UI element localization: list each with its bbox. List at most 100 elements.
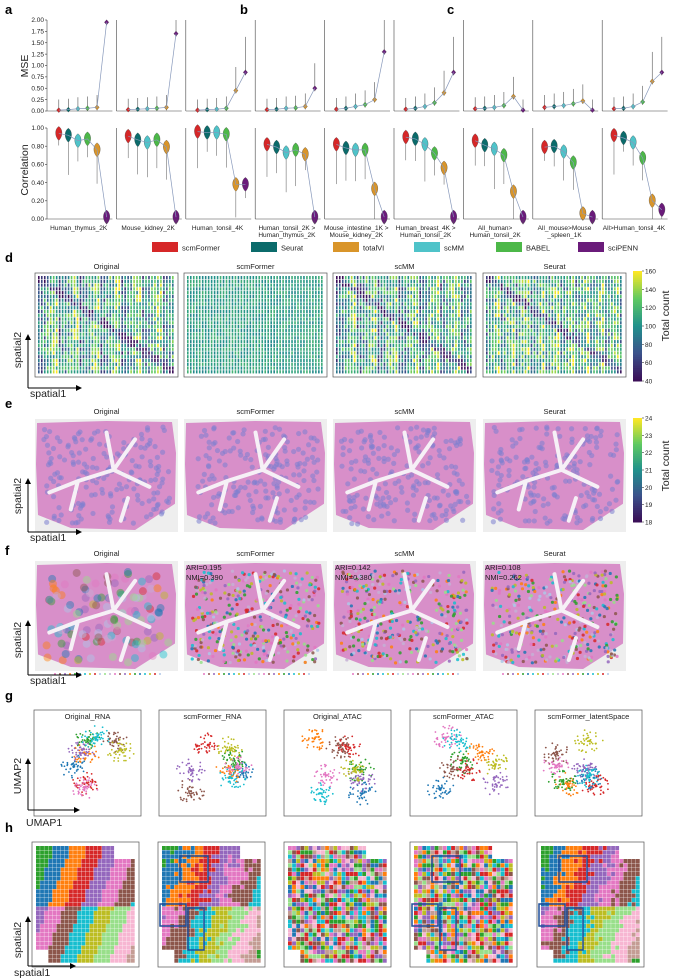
d-spot (64, 355, 67, 359)
d-spot (470, 321, 472, 325)
d-spot (458, 287, 460, 291)
d-spot (527, 309, 530, 314)
d-spot (599, 279, 601, 283)
d-spot (587, 347, 589, 351)
d-spot (503, 317, 506, 321)
d-spot (118, 362, 121, 366)
d-spot (252, 336, 255, 340)
d-spot (40, 328, 43, 332)
d-spot (46, 294, 49, 299)
d-spot (315, 279, 317, 283)
d-spot (252, 355, 255, 359)
d-spot (255, 283, 258, 287)
d-spot (587, 283, 589, 287)
d-spot (124, 362, 126, 366)
d-spot (267, 321, 270, 325)
d-spot (246, 302, 249, 306)
d-spot (509, 328, 512, 332)
d-spot (581, 283, 583, 287)
d-spot (350, 294, 353, 299)
d-spot (142, 370, 144, 374)
d-spot (264, 343, 267, 348)
d-spot (575, 317, 577, 321)
d-spot (294, 294, 296, 299)
d-spot (395, 343, 398, 348)
d-spot (404, 325, 407, 329)
d-spot (560, 306, 563, 310)
d-spot (458, 317, 460, 321)
d-spot (503, 321, 506, 325)
d-spot (486, 279, 488, 283)
d-spot (590, 306, 592, 310)
d-spot (563, 306, 566, 310)
d-spot (166, 276, 168, 280)
d-spot (273, 291, 275, 295)
d-spot (189, 336, 192, 340)
d-spot (216, 336, 219, 340)
d-spot (249, 370, 252, 374)
d-spot (64, 291, 67, 295)
d-spot (201, 302, 204, 306)
d-spot (440, 276, 442, 280)
d-spot (82, 279, 85, 283)
d-spot (590, 291, 592, 295)
d-spot (121, 362, 123, 366)
d-spot (219, 347, 222, 351)
d-spot (207, 358, 210, 363)
d-spot (70, 287, 73, 291)
d-spot (422, 306, 424, 310)
d-spot (306, 294, 308, 299)
d-spot (434, 332, 436, 336)
d-spot (49, 332, 52, 336)
d-spot (297, 325, 299, 329)
d-spot (371, 362, 374, 366)
d-spot (353, 291, 356, 295)
d-spot (315, 343, 317, 348)
d-spot (201, 298, 204, 302)
d-spot (470, 347, 472, 351)
d-spot (240, 355, 243, 359)
d-spot (276, 291, 278, 295)
d-spot (46, 336, 49, 340)
d-spot (273, 309, 275, 314)
d-spot (231, 276, 234, 280)
d-spot (437, 287, 439, 291)
d-spot (404, 321, 407, 325)
d-spot (461, 358, 463, 363)
d-spot (297, 370, 299, 374)
d-spot (172, 362, 174, 366)
d-spot (353, 351, 356, 355)
d-spot (288, 306, 290, 310)
d-spot (43, 347, 46, 351)
d-spot (124, 302, 126, 306)
d-spot (115, 317, 118, 321)
d-spot (52, 276, 55, 280)
d-spot (255, 332, 258, 336)
d-spot (587, 325, 589, 329)
d-spot (470, 325, 472, 329)
d-spot (419, 325, 421, 329)
d-spot (88, 351, 91, 355)
d-spot (222, 294, 225, 299)
d-spot (572, 347, 574, 351)
d-spot (228, 336, 231, 340)
d-spot (55, 332, 58, 336)
d-spot (509, 287, 512, 291)
d-spot (61, 332, 64, 336)
d-spot (602, 332, 604, 336)
d-spot (115, 343, 118, 348)
d-spot (142, 347, 144, 351)
d-spot (593, 355, 595, 359)
d-spot (425, 283, 427, 287)
d-spot (494, 362, 497, 366)
d-spot (124, 294, 126, 299)
d-spot (533, 340, 536, 344)
d-spot (267, 328, 270, 332)
d-spot (130, 355, 132, 359)
d-spot (142, 298, 144, 302)
dataset-label: Mouse_kidney_2K (121, 225, 175, 232)
d-spot (407, 321, 410, 325)
d-spot (341, 351, 344, 355)
d-spot (416, 340, 419, 344)
d-spot (309, 328, 311, 332)
